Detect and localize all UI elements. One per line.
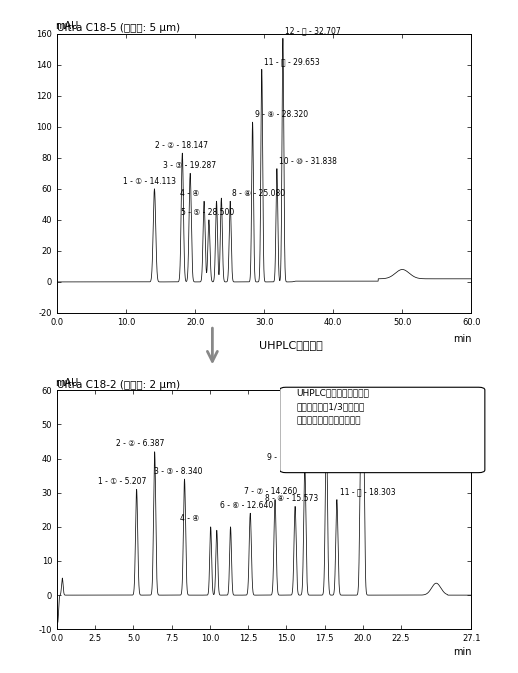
Text: 9 - ⑨ - 16.207: 9 - ⑨ - 16.207 (267, 453, 320, 462)
FancyBboxPatch shape (280, 387, 485, 472)
Text: mAU: mAU (55, 21, 78, 31)
Text: 10 - ⑩ - 17.617: 10 - ⑩ - 17.617 (280, 412, 338, 421)
Text: 2 - ② - 18.147: 2 - ② - 18.147 (155, 141, 208, 150)
Text: UHPLCへの移行により、
・分析時間を1/3に短縮。
・シャープなピーク形状。: UHPLCへの移行により、 ・分析時間を1/3に短縮。 ・シャープなピーク形状。 (296, 388, 369, 425)
Text: 2 - ② - 6.387: 2 - ② - 6.387 (117, 439, 165, 448)
Text: 3 - ③ - 8.340: 3 - ③ - 8.340 (154, 466, 203, 476)
Text: min: min (453, 647, 471, 657)
Text: 10 - ⑩ - 31.838: 10 - ⑩ - 31.838 (279, 157, 337, 166)
Text: Ultra C18-2 (粒子径: 2 μm): Ultra C18-2 (粒子径: 2 μm) (57, 380, 180, 390)
Text: 11 - ⑪ - 18.303: 11 - ⑪ - 18.303 (340, 487, 396, 496)
Text: 6 - ⑥ - 12.640: 6 - ⑥ - 12.640 (220, 501, 273, 510)
Text: 3 - ③ - 19.287: 3 - ③ - 19.287 (163, 162, 215, 170)
Text: 1 - ① - 5.207: 1 - ① - 5.207 (98, 477, 147, 486)
Text: Ultra C18-5 (粒子径: 5 μm): Ultra C18-5 (粒子径: 5 μm) (57, 23, 180, 33)
Text: 8 - ⑧ - 25.080: 8 - ⑧ - 25.080 (232, 189, 285, 198)
Text: mAU: mAU (55, 378, 78, 388)
Text: 7 - ⑦ - 14.260: 7 - ⑦ - 14.260 (244, 487, 298, 496)
Text: UHPLCへの移行: UHPLCへの移行 (259, 341, 323, 350)
Text: 8 - ⑧ - 15.573: 8 - ⑧ - 15.573 (265, 494, 318, 503)
Text: 1 - ① - 14.113: 1 - ① - 14.113 (123, 177, 176, 186)
Text: 4 - ④: 4 - ④ (180, 189, 199, 198)
Text: 11 - ⑪ - 29.653: 11 - ⑪ - 29.653 (264, 57, 320, 66)
Text: 12 - ⑫ - 32.707: 12 - ⑫ - 32.707 (285, 26, 341, 35)
Text: 9 - ⑨ - 28.320: 9 - ⑨ - 28.320 (255, 110, 308, 119)
Text: 5 - ⑤ - 28.500: 5 - ⑤ - 28.500 (181, 208, 235, 217)
Text: min: min (453, 334, 471, 344)
Text: 12 - ⑫ - 20.030: 12 - ⑫ - 20.030 (366, 402, 422, 411)
Text: 4 - ④: 4 - ④ (180, 514, 199, 524)
